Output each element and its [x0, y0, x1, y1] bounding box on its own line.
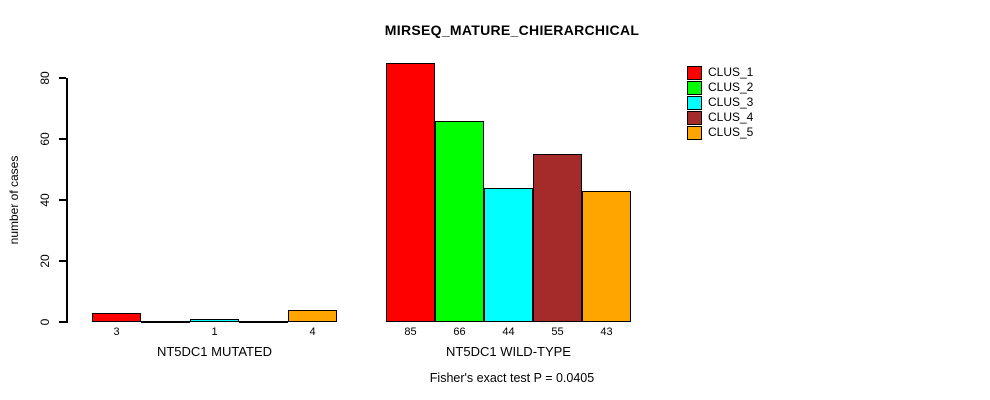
- y-tick: [59, 260, 66, 262]
- legend-swatch: [687, 125, 702, 140]
- footer-annotation: Fisher's exact test P = 0.0405: [429, 371, 595, 385]
- chart-title: MIRSEQ_MATURE_CHIERARCHICAL: [384, 22, 640, 38]
- legend-label: CLUS_3: [708, 95, 754, 109]
- bar-value-label: 1: [211, 326, 218, 338]
- bar: [92, 312, 141, 322]
- bar-value-label: 44: [502, 326, 515, 338]
- legend-item: CLUS_1: [687, 65, 753, 80]
- legend-label: CLUS_2: [708, 80, 754, 94]
- y-tick: [59, 199, 66, 201]
- bar-value-label: 4: [309, 326, 316, 338]
- legend-swatch: [687, 80, 702, 95]
- y-tick: [59, 321, 66, 323]
- bar-value-label: 55: [551, 326, 564, 338]
- legend-swatch: [687, 65, 702, 80]
- legend-swatch: [687, 110, 702, 125]
- zero-height-bar: [239, 321, 288, 323]
- bar: [484, 187, 533, 322]
- y-axis: [66, 78, 68, 323]
- zero-height-bar: [141, 321, 190, 323]
- y-tick-label: 40: [38, 193, 52, 207]
- bar-value-label: 3: [113, 326, 120, 338]
- bar-value-label: 66: [453, 326, 466, 338]
- bar: [288, 309, 337, 322]
- legend-label: CLUS_1: [708, 65, 754, 79]
- bar-value-label: 85: [404, 326, 417, 338]
- legend-label: CLUS_5: [708, 125, 754, 139]
- bar: [386, 62, 435, 322]
- legend-item: CLUS_3: [687, 95, 753, 110]
- legend-item: CLUS_5: [687, 125, 753, 140]
- y-tick: [59, 77, 66, 79]
- bar-value-label: 43: [600, 326, 613, 338]
- y-axis-label: number of cases: [7, 155, 21, 245]
- y-tick-label: 20: [38, 254, 52, 268]
- legend-label: CLUS_4: [708, 110, 754, 124]
- group-label: NT5DC1 WILD-TYPE: [446, 344, 571, 359]
- y-tick-label: 80: [38, 71, 52, 85]
- y-tick: [59, 138, 66, 140]
- bar: [533, 154, 582, 322]
- y-tick-label: 0: [38, 318, 52, 326]
- legend-item: CLUS_2: [687, 80, 753, 95]
- y-tick-label: 60: [38, 132, 52, 146]
- legend-item: CLUS_4: [687, 110, 753, 125]
- legend-swatch: [687, 95, 702, 110]
- group-label: NT5DC1 MUTATED: [156, 344, 273, 359]
- bar: [435, 120, 484, 322]
- legend: CLUS_1 CLUS_2 CLUS_3 CLUS_4 CLUS_5: [687, 65, 753, 140]
- bar: [190, 318, 239, 322]
- bar: [582, 190, 631, 322]
